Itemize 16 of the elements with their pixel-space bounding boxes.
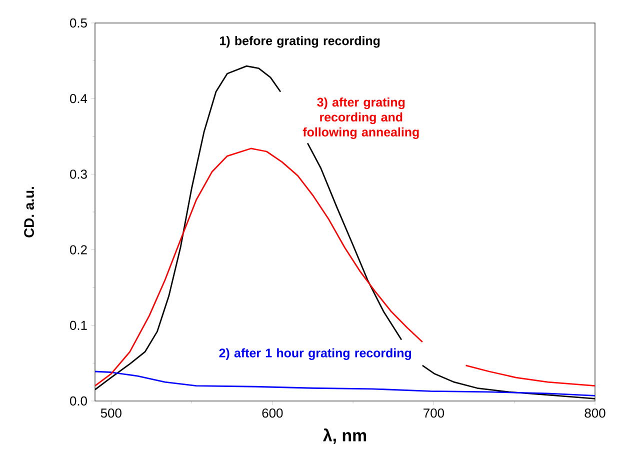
y-tick-label: 0.4 (70, 94, 88, 104)
x-tick-label: 600 (262, 408, 283, 418)
x-tick-label: 700 (424, 408, 444, 418)
x-tick-label: 800 (584, 408, 606, 418)
text: 2) after 1 hour grating recording (219, 348, 412, 360)
y-tick-label: 0.3 (70, 170, 87, 179)
text: 3) after grating recording and following annealing (302, 97, 419, 140)
line-series (95, 370, 596, 396)
y-tick-label: 0.0 (70, 396, 87, 406)
x-axis-title: λ, nm (322, 428, 366, 444)
text: 1) before grating recording (220, 36, 380, 48)
y-tick-label: 0.2 (70, 245, 87, 254)
y-tick-label: 0.1 (70, 320, 87, 330)
x-tick-label: 500 (100, 408, 122, 418)
y-axis-title: CD. a.u. (24, 186, 34, 238)
y-tick-label: 0.5 (70, 18, 87, 28)
